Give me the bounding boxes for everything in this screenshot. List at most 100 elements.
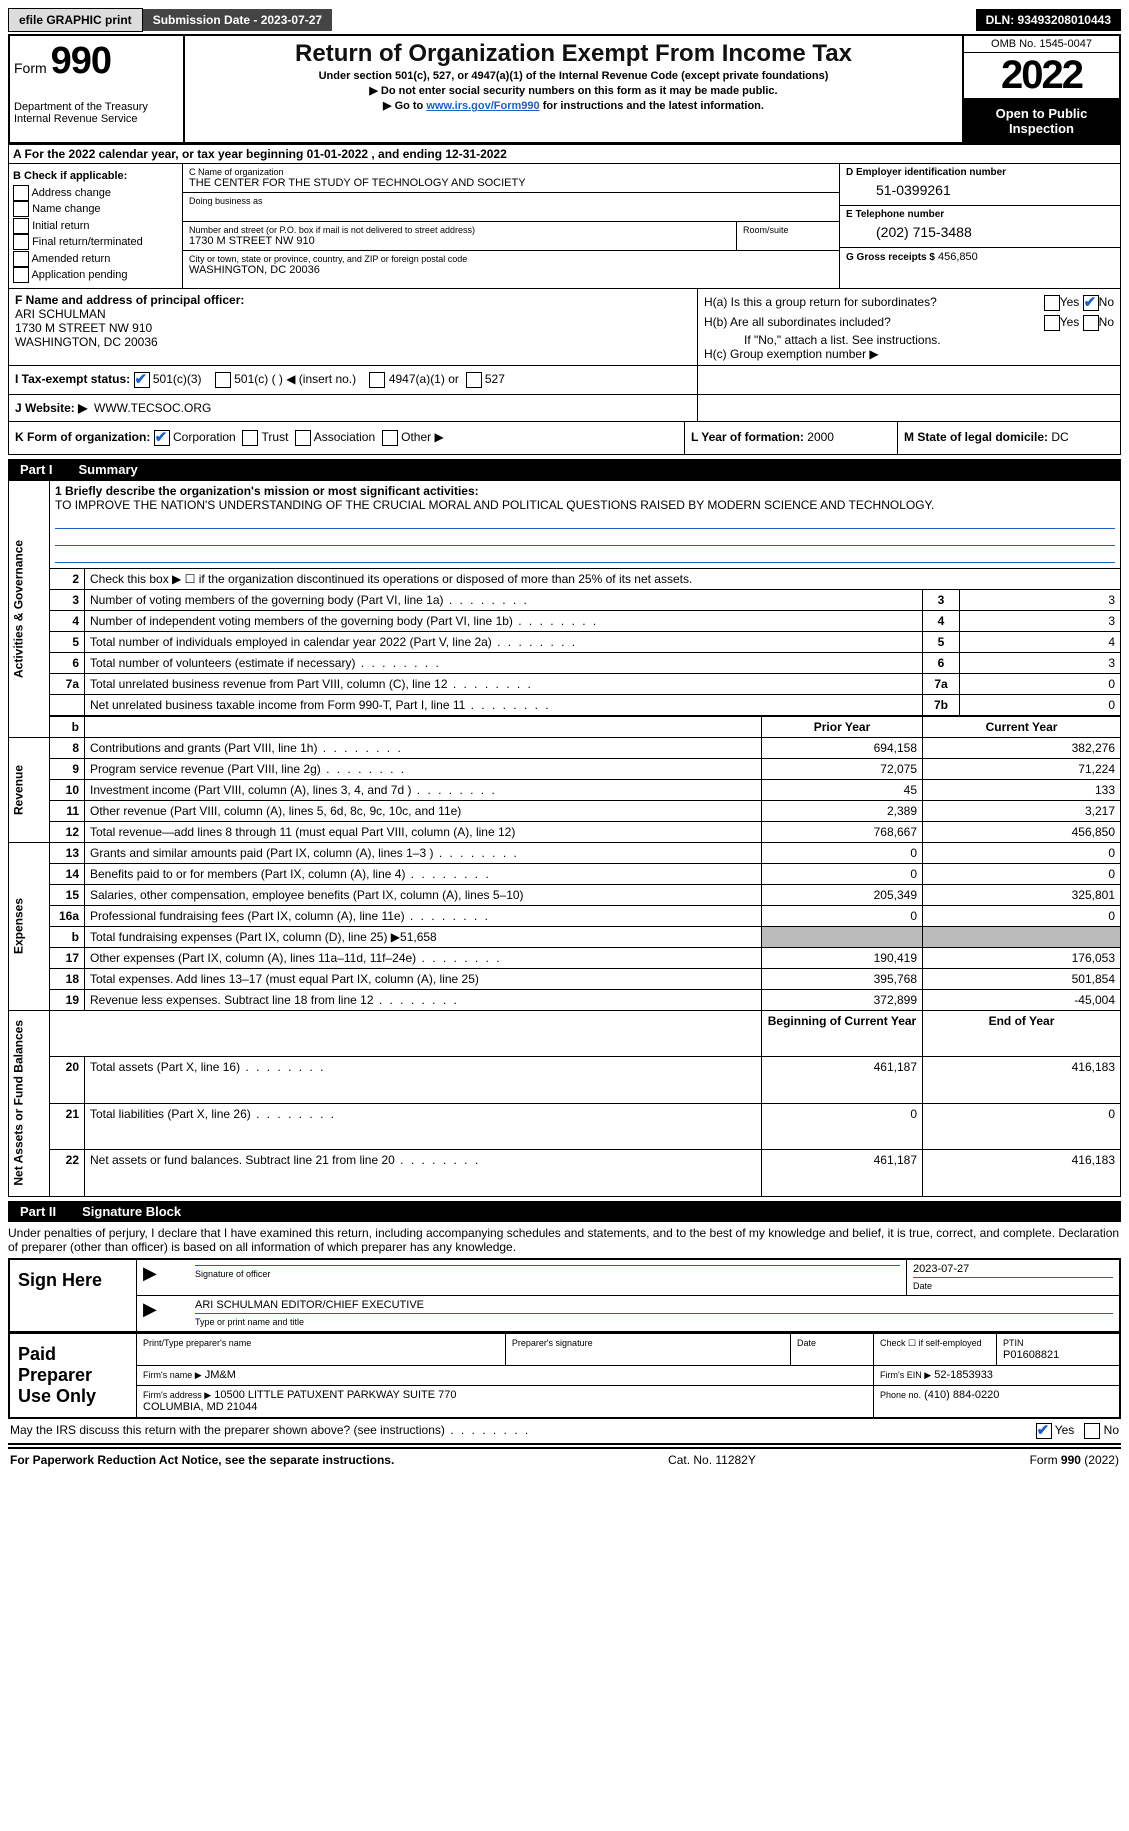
subtitle-1: Under section 501(c), 527, or 4947(a)(1)… <box>189 70 958 82</box>
line10-desc: Investment income (Part VIII, column (A)… <box>90 783 497 797</box>
line22-boy: 461,187 <box>762 1150 923 1197</box>
tax-exempt-label: I Tax-exempt status: <box>15 372 130 386</box>
gross-value: 456,850 <box>938 251 978 263</box>
summary-table: Activities & Governance 1 Briefly descri… <box>8 480 1121 1198</box>
discuss-no[interactable] <box>1084 1423 1100 1439</box>
sig-date-label: Date <box>913 1281 932 1291</box>
self-employed-check[interactable]: Check ☐ if self-employed <box>880 1338 982 1348</box>
line15-desc: Salaries, other compensation, employee b… <box>90 888 524 902</box>
year-formation: 2000 <box>807 430 834 444</box>
org-name-label: C Name of organization <box>189 167 833 177</box>
column-d: D Employer identification number 51-0399… <box>839 164 1120 288</box>
check-address-change[interactable]: Address change <box>13 185 178 202</box>
arrow-icon: ▶ <box>143 1299 157 1319</box>
efile-print-button[interactable]: efile GRAPHIC print <box>8 8 143 32</box>
group-governance: Activities & Governance <box>9 480 50 737</box>
col-prior-year: Prior Year <box>762 716 923 738</box>
column-f: F Name and address of principal officer:… <box>9 289 698 365</box>
street-label: Number and street (or P.O. box if mail i… <box>189 225 730 235</box>
name-title-label: Type or print name and title <box>195 1317 304 1327</box>
check-trust[interactable] <box>242 430 258 446</box>
line21-boy: 0 <box>762 1103 923 1150</box>
check-527[interactable] <box>466 372 482 388</box>
firm-ein: 52-1853933 <box>934 1369 993 1381</box>
line7b-val: 0 <box>960 694 1121 716</box>
dba-label: Doing business as <box>189 196 833 206</box>
cat-number: Cat. No. 11282Y <box>668 1453 756 1467</box>
line20-desc: Total assets (Part X, line 16) <box>90 1060 325 1074</box>
hb-note: If "No," attach a list. See instructions… <box>704 333 1114 347</box>
ha-yes[interactable] <box>1044 295 1060 311</box>
form-title: Return of Organization Exempt From Incom… <box>189 40 958 68</box>
check-amended-return[interactable]: Amended return <box>13 251 178 268</box>
group-net-assets: Net Assets or Fund Balances <box>9 1010 50 1197</box>
part-2-title: Signature Block <box>82 1204 181 1219</box>
submission-date: Submission Date - 2023-07-27 <box>143 9 332 31</box>
line10-cy: 133 <box>923 779 1121 800</box>
top-bar: efile GRAPHIC print Submission Date - 20… <box>8 8 1121 32</box>
check-4947[interactable] <box>369 372 385 388</box>
check-name-change[interactable]: Name change <box>13 201 178 218</box>
state-domicile: DC <box>1051 430 1068 444</box>
row-i: I Tax-exempt status: 501(c)(3) 501(c) ( … <box>8 366 1121 395</box>
goto-suffix: for instructions and the latest informat… <box>543 100 764 112</box>
year-formation-label: L Year of formation: <box>691 430 804 444</box>
line17-cy: 176,053 <box>923 947 1121 968</box>
irs-link[interactable]: www.irs.gov/Form990 <box>426 100 539 112</box>
header-left: Form 990 Department of the Treasury Inte… <box>10 36 185 142</box>
city-state-zip: WASHINGTON, DC 20036 <box>189 264 833 276</box>
hb-no[interactable] <box>1083 315 1099 331</box>
paid-preparer-label: Paid Preparer Use Only <box>9 1334 137 1419</box>
sign-here-table: Sign Here ▶ Signature of officer 2023-07… <box>8 1258 1121 1333</box>
discuss-label: May the IRS discuss this return with the… <box>10 1423 530 1437</box>
line16a-cy: 0 <box>923 905 1121 926</box>
line14-cy: 0 <box>923 863 1121 884</box>
column-c: C Name of organization THE CENTER FOR TH… <box>183 164 839 288</box>
check-corporation[interactable] <box>154 430 170 446</box>
line6-val: 3 <box>960 652 1121 673</box>
gross-label: G Gross receipts $ <box>846 252 935 263</box>
line12-cy: 456,850 <box>923 821 1121 842</box>
line6-desc: Total number of volunteers (estimate if … <box>90 656 441 670</box>
section-a: A For the 2022 calendar year, or tax yea… <box>8 145 1121 164</box>
check-501c[interactable] <box>215 372 231 388</box>
line11-desc: Other revenue (Part VIII, column (A), li… <box>90 804 461 818</box>
officer-addr1: 1730 M STREET NW 910 <box>15 321 691 335</box>
ha-no[interactable] <box>1083 295 1099 311</box>
check-other[interactable] <box>382 430 398 446</box>
line9-desc: Program service revenue (Part VIII, line… <box>90 762 406 776</box>
line17-desc: Other expenses (Part IX, column (A), lin… <box>90 951 502 965</box>
arrow-icon: ▶ <box>143 1263 157 1283</box>
check-initial-return[interactable]: Initial return <box>13 218 178 235</box>
firm-name-label: Firm's name ▶ <box>143 1370 202 1380</box>
line7b-desc: Net unrelated business taxable income fr… <box>90 698 551 712</box>
line9-py: 72,075 <box>762 758 923 779</box>
line13-desc: Grants and similar amounts paid (Part IX… <box>90 846 519 860</box>
line15-cy: 325,801 <box>923 884 1121 905</box>
check-association[interactable] <box>295 430 311 446</box>
line13-py: 0 <box>762 842 923 863</box>
firm-phone-label: Phone no. <box>880 1390 921 1400</box>
line15-py: 205,349 <box>762 884 923 905</box>
sign-here-label: Sign Here <box>9 1259 137 1332</box>
form-number: 990 <box>51 40 111 82</box>
hb-yes[interactable] <box>1044 315 1060 331</box>
officer-label: F Name and address of principal officer: <box>15 293 691 307</box>
line12-desc: Total revenue—add lines 8 through 11 (mu… <box>90 825 515 839</box>
sig-officer-label: Signature of officer <box>195 1269 270 1279</box>
line18-desc: Total expenses. Add lines 13–17 (must eq… <box>90 972 479 986</box>
line10-py: 45 <box>762 779 923 800</box>
discuss-yes[interactable] <box>1036 1423 1052 1439</box>
tax-year: 2022 <box>964 53 1119 100</box>
col-current-year: Current Year <box>923 716 1121 738</box>
line7a-val: 0 <box>960 673 1121 694</box>
line5-val: 4 <box>960 631 1121 652</box>
omb-number: OMB No. 1545-0047 <box>964 36 1119 53</box>
check-application-pending[interactable]: Application pending <box>13 267 178 284</box>
check-501c3[interactable] <box>134 372 150 388</box>
check-final-return[interactable]: Final return/terminated <box>13 234 178 251</box>
line22-desc: Net assets or fund balances. Subtract li… <box>90 1153 480 1167</box>
line18-cy: 501,854 <box>923 968 1121 989</box>
line12-py: 768,667 <box>762 821 923 842</box>
line1-label: 1 Briefly describe the organization's mi… <box>55 484 479 498</box>
